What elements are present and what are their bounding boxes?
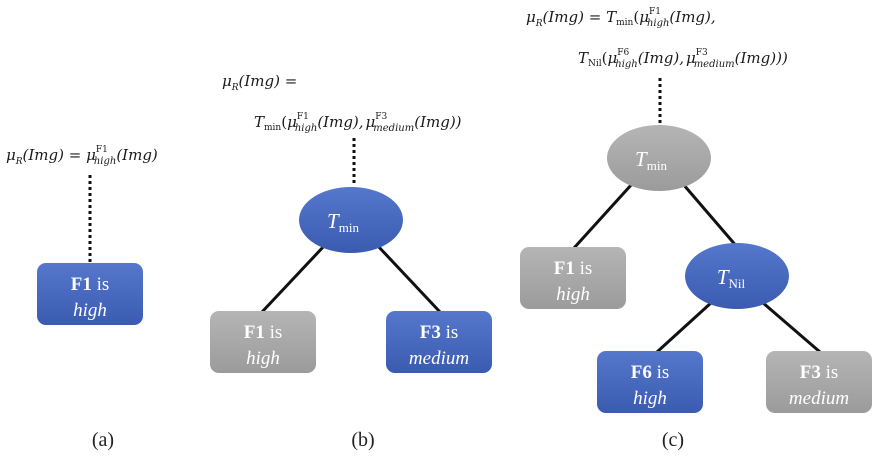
panel-c-formula-line1: μR(Img) = Tmin(μF1 high(Img), (526, 7, 716, 29)
node-ellipse (299, 187, 403, 253)
panel-b-formula-line1: μR(Img) = (222, 72, 297, 93)
svg-text:Tmin: Tmin (327, 209, 359, 235)
panel-c-node-f1: F1 is high (520, 247, 626, 309)
node-ellipse (685, 243, 789, 309)
panel-c-edge-root-left (572, 182, 634, 250)
panel-c-node-f6: F6 is high (597, 351, 703, 413)
svg-text:high: high (73, 300, 107, 321)
svg-text:F1 is: F1 is (244, 322, 283, 343)
svg-text:high: high (633, 388, 667, 409)
node-ellipse (607, 125, 711, 191)
panel-c-mid-tnil: TNil (685, 243, 789, 309)
panel-c-label: (c) (662, 429, 684, 451)
svg-text:medium: medium (789, 388, 849, 409)
panel-b-formula-line2: Tmin(μF1 high(Img), μF3 medium(Img)) (254, 112, 462, 134)
panel-b-node-f1: F1 is high (210, 311, 316, 373)
svg-text:high: high (556, 284, 590, 305)
node-box (386, 311, 492, 373)
svg-text:TNil: TNil (717, 265, 746, 291)
svg-text:high: high (246, 348, 280, 369)
svg-text:F6 is: F6 is (631, 362, 670, 383)
panel-c-edge-root-mid (681, 183, 740, 249)
svg-text:F1 is: F1 is (554, 258, 593, 279)
node-box (37, 263, 143, 325)
panel-c-node-f3: F3 is medium (766, 351, 872, 413)
panel-a-label: (a) (92, 429, 114, 451)
panel-c: μR(Img) = Tmin(μF1 high(Img), TNil(μF6 hig… (520, 7, 872, 451)
svg-text:F3 is: F3 is (800, 362, 839, 383)
svg-text:F1 is: F1 is (71, 274, 110, 295)
panel-b: μR(Img) = Tmin(μF1 high(Img), μF3 medium(Im… (210, 72, 492, 451)
panel-c-root-tmin: Tmin (607, 125, 711, 191)
panel-c-formula-line2: TNil(μF6 high(Img), μF3 medium(Img))) (578, 48, 788, 70)
svg-text:medium: medium (409, 348, 469, 369)
panel-a-node-f1: F1 is high (37, 263, 143, 325)
panel-c-edge-mid-right (761, 300, 821, 354)
node-box (210, 311, 316, 373)
svg-text:F3 is: F3 is (420, 322, 459, 343)
svg-text:Tmin: Tmin (635, 147, 667, 173)
node-box (520, 247, 626, 309)
panel-b-node-f3: F3 is medium (386, 311, 492, 373)
panel-a-formula: μR(Img) = μF1 high(Img) (6, 145, 158, 167)
panel-a: μR(Img) = μF1 high(Img) F1 is high (a) (6, 145, 158, 451)
panel-b-edge-right (375, 243, 442, 314)
panel-b-edge-left (260, 243, 327, 314)
node-box (766, 351, 872, 413)
panel-c-edge-mid-left (655, 300, 714, 354)
panel-b-root-tmin: Tmin (299, 187, 403, 253)
panel-b-label: (b) (351, 429, 374, 451)
node-box (597, 351, 703, 413)
